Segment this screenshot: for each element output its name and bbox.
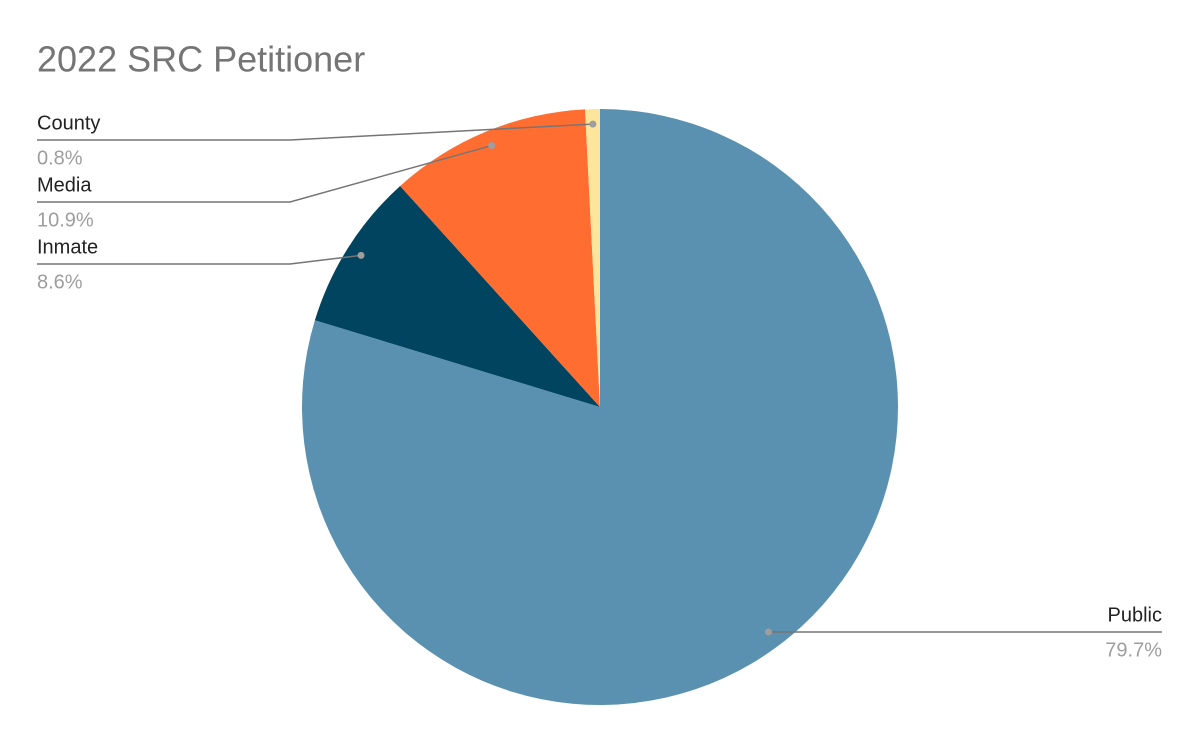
slice-value-label: 10.9% [37, 209, 94, 231]
pie-slice [314, 185, 600, 407]
leader-dot [357, 251, 365, 259]
leader-line [37, 144, 492, 203]
slice-label: County [37, 112, 100, 134]
pie-slice [585, 109, 600, 407]
leader-dot [589, 120, 597, 128]
leader-line [37, 123, 593, 141]
leader-dot [488, 142, 496, 150]
slice-label: Public [1108, 604, 1162, 626]
slice-value-label: 79.7% [1105, 639, 1162, 661]
chart-title: 2022 SRC Petitioner [37, 39, 365, 80]
slice-label: Media [37, 174, 92, 196]
slice-label: Inmate [37, 236, 98, 258]
slice-value-label: 8.6% [37, 271, 83, 293]
pie-slice [400, 109, 600, 407]
leader-line [37, 254, 362, 265]
slice-value-label: 0.8% [37, 147, 83, 169]
leader-dot [764, 628, 772, 636]
